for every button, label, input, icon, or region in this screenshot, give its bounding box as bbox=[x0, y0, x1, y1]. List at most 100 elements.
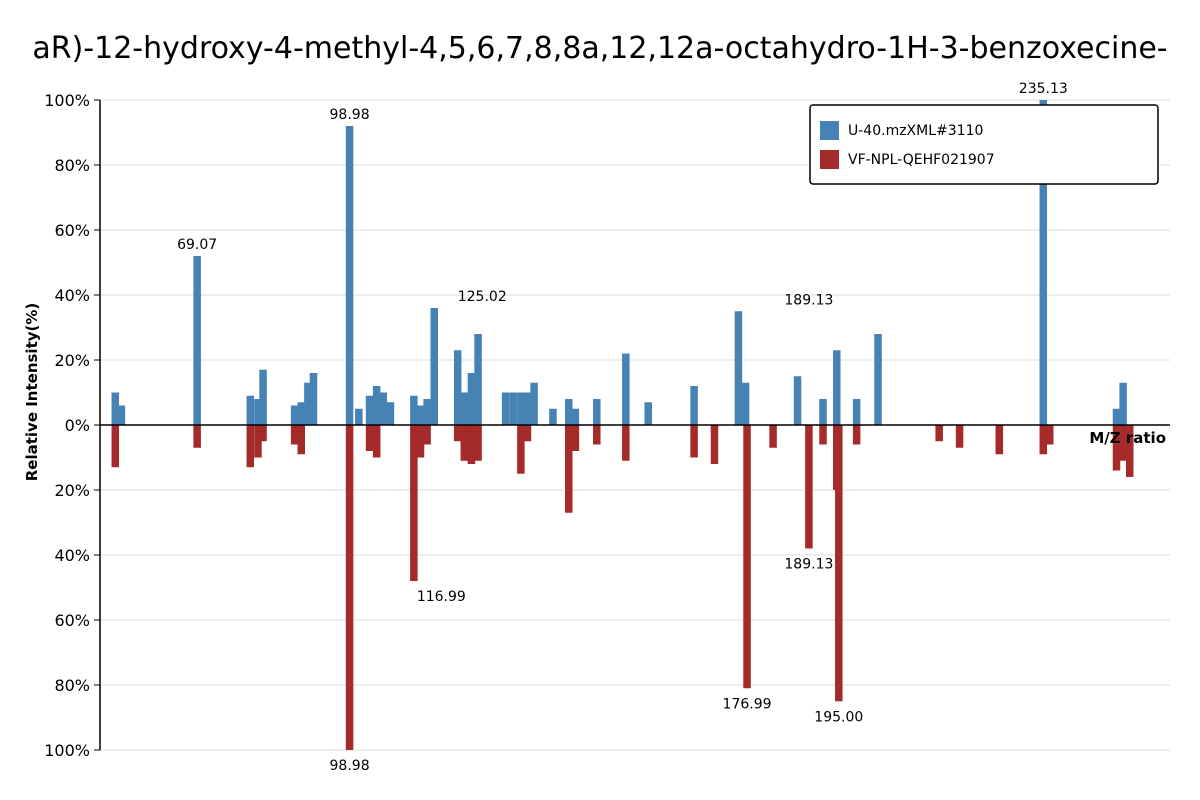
spectrum-bar bbox=[297, 402, 306, 425]
spectrum-bar bbox=[530, 382, 538, 425]
spectrum-bar bbox=[460, 392, 469, 425]
spectrum-bar bbox=[117, 405, 126, 425]
spectrum-bar bbox=[565, 425, 573, 513]
peak-label: 98.98 bbox=[330, 107, 370, 123]
peak-label: 235.13 bbox=[1019, 81, 1068, 97]
spectrum-bar bbox=[593, 399, 601, 425]
spectrum-bar bbox=[290, 425, 299, 445]
x-axis-title: M/Z ratio bbox=[1089, 429, 1166, 447]
spectrum-bar bbox=[874, 334, 882, 425]
y-tick-label: 80% bbox=[54, 156, 90, 175]
spectrum-bar bbox=[379, 392, 388, 425]
legend-label-vf-npl: VF-NPL-QEHF021907 bbox=[848, 152, 995, 168]
peak-label: 189.13 bbox=[784, 557, 833, 573]
spectrum-bar bbox=[345, 425, 354, 750]
y-tick-label: 100% bbox=[44, 91, 90, 110]
spectrum-bar bbox=[246, 425, 255, 468]
spectrum-bar bbox=[304, 382, 312, 425]
spectrum-bar bbox=[290, 405, 299, 425]
peak-label: 125.02 bbox=[458, 289, 507, 305]
spectrum-bar bbox=[259, 425, 267, 442]
spectrum-bar bbox=[833, 350, 841, 425]
spectrum-bar bbox=[852, 425, 861, 445]
legend[interactable]: U-40.mzXML#3110 VF-NPL-QEHF021907 bbox=[809, 104, 1159, 185]
legend-label-u40: U-40.mzXML#3110 bbox=[848, 123, 983, 139]
y-tick-label: 40% bbox=[54, 286, 90, 305]
y-tick-label: 100% bbox=[44, 741, 90, 760]
spectrum-bar bbox=[852, 399, 861, 425]
spectrum-bar bbox=[372, 425, 381, 458]
spectrum-bar bbox=[565, 399, 573, 425]
spectrum-bar bbox=[819, 399, 827, 425]
legend-box bbox=[809, 104, 1159, 185]
spectrum-bar bbox=[622, 353, 630, 425]
spectrum-bar bbox=[416, 405, 425, 425]
spectrum-bar bbox=[805, 425, 813, 549]
peak-label: 195.00 bbox=[814, 709, 863, 725]
spectrum-bar bbox=[193, 256, 201, 425]
spectrum-bar bbox=[955, 425, 964, 448]
spectrum-bar bbox=[1046, 425, 1054, 445]
spectrum-bar bbox=[523, 392, 532, 425]
y-tick-label: 60% bbox=[54, 611, 90, 630]
bottom-series-bars bbox=[111, 425, 1134, 750]
spectrum-bar bbox=[935, 425, 943, 442]
spectrum-bar bbox=[1119, 382, 1127, 425]
peak-label: 69.07 bbox=[177, 237, 217, 253]
spectrum-bar bbox=[254, 425, 262, 458]
peak-label: 98.98 bbox=[330, 758, 370, 774]
spectrum-bar bbox=[819, 425, 827, 445]
spectrum-bar bbox=[423, 425, 431, 445]
spectrum-bar bbox=[1112, 408, 1121, 425]
spectrum-bar bbox=[710, 425, 719, 464]
spectrum-bar bbox=[690, 425, 698, 458]
spectrum-bar bbox=[111, 425, 120, 468]
peak-labels: 69.07 98.98 125.02 189.13 235.13 98.98 116.99 1… bbox=[177, 81, 1068, 774]
y-axis-title: Relative Intensity(%) bbox=[23, 303, 41, 482]
spectrum-bar bbox=[995, 425, 1004, 455]
spectrum-bar bbox=[593, 425, 601, 445]
spectrum-bar bbox=[474, 334, 482, 425]
spectrum-bar bbox=[571, 425, 580, 451]
spectrum-bar bbox=[410, 425, 418, 581]
chart-title: aR)-12-hydroxy-4-methyl-4,5,6,7,8,8a,12,… bbox=[32, 31, 1167, 66]
top-series-bars bbox=[111, 100, 1127, 425]
y-tick-label: 0% bbox=[65, 416, 90, 435]
spectrum-bar bbox=[246, 395, 255, 425]
spectrum-bar bbox=[793, 376, 802, 425]
spectrum-bar bbox=[1125, 425, 1134, 477]
legend-swatch-vf-npl bbox=[820, 150, 839, 169]
spectrum-bar bbox=[372, 386, 381, 425]
spectrum-bar bbox=[622, 425, 630, 461]
axes bbox=[99, 100, 1170, 750]
peak-label: 189.13 bbox=[784, 292, 833, 308]
spectrum-bar bbox=[467, 425, 476, 464]
spectrum-bar bbox=[460, 425, 469, 461]
y-tick-label: 20% bbox=[54, 481, 90, 500]
y-tick-label: 60% bbox=[54, 221, 90, 240]
spectrum-bar bbox=[769, 425, 777, 448]
spectrum-bar bbox=[835, 425, 843, 702]
spectrum-bar bbox=[734, 311, 743, 425]
gridlines bbox=[100, 99, 1170, 751]
y-tick-label: 20% bbox=[54, 351, 90, 370]
spectrum-bar bbox=[423, 399, 431, 425]
spectrum-bar bbox=[254, 399, 262, 425]
spectrum-bar bbox=[453, 425, 462, 442]
y-tick-labels: 100% 80% 60% 40% 20% 0% 20% 40% 60% 80% 100% bbox=[44, 91, 100, 760]
peak-label: 116.99 bbox=[417, 589, 466, 605]
spectrum-bar bbox=[309, 373, 318, 425]
spectrum-bar bbox=[416, 425, 425, 458]
spectrum-bar bbox=[741, 382, 750, 425]
spectrum-bar bbox=[501, 392, 510, 425]
spectrum-bar bbox=[365, 425, 374, 451]
spectrum-bar bbox=[644, 402, 652, 425]
spectrum-bar bbox=[1039, 425, 1048, 455]
spectrum-bar bbox=[259, 369, 267, 425]
spectrum-bar bbox=[571, 408, 580, 425]
spectrum-bar bbox=[1119, 425, 1127, 461]
spectrum-bar bbox=[517, 425, 525, 474]
spectrum-bar bbox=[523, 425, 532, 442]
spectrum-bar bbox=[111, 392, 120, 425]
